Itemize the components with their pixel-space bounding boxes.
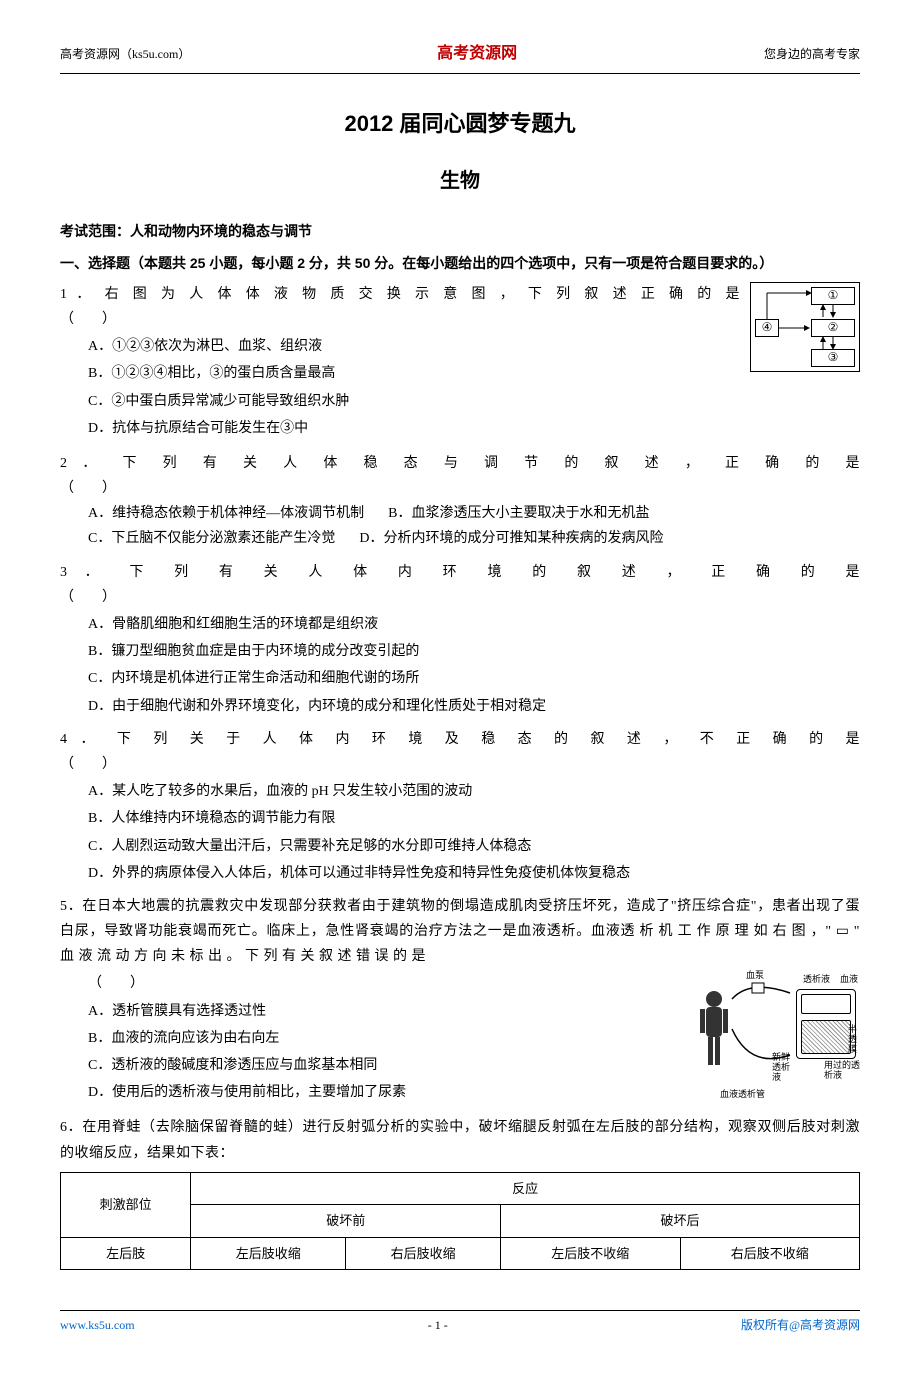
fig5-label-pump: 血泵 <box>746 971 764 981</box>
q2-option-a: A．维持稳态依赖于机体神经—体液调节机制 <box>88 501 364 526</box>
question-5: 5．在日本大地震的抗震救灾中发现部分获救者由于建筑物的倒塌造成肌肉受挤压坏死，造… <box>60 894 860 1108</box>
q6-row1-a2: 右后肢不收缩 <box>680 1237 859 1269</box>
q6-row1-b1: 左后肢收缩 <box>191 1237 346 1269</box>
q3-option-b: B．镰刀型细胞贫血症是由于内环境的成分改变引起的 <box>60 639 860 664</box>
q1-stem: 1 ． 右 图 为 人 体 体 液 物 质 交 换 示 意 图 ， 下 列 叙 … <box>60 282 860 307</box>
q4-option-b: B．人体维持内环境稳态的调节能力有限 <box>60 806 860 831</box>
page-header: 高考资源网（ks5u.com） 高考资源网 您身边的高考专家 <box>60 40 860 74</box>
q4-paren: （ ） <box>60 752 860 777</box>
fig5-label-fresh: 新鲜透析液 <box>772 1053 796 1083</box>
section-1-heading: 一、选择题（本题共 25 小题，每小题 2 分，共 50 分。在每小题给出的四个… <box>60 251 860 276</box>
fig5-label-tube: 血液透析管 <box>720 1090 765 1100</box>
fig5-label-fluid: 透析液 <box>803 975 830 985</box>
figure-q5: 血泵 透析液 血液 半透膜 新鲜透析液 用过的透析液 血液透析管 <box>690 969 860 1099</box>
question-4: 4 ． 下 列 关 于 人 体 内 环 境 及 稳 态 的 叙 述 ， 不 正 … <box>60 727 860 886</box>
q5-stem: 5．在日本大地震的抗震救灾中发现部分获救者由于建筑物的倒塌造成肌肉受挤压坏死，造… <box>60 894 860 970</box>
q1-paren: （ ） <box>60 307 860 332</box>
q3-paren: （ ） <box>60 585 860 610</box>
q1-option-c: C．②中蛋白质异常减少可能导致组织水肿 <box>60 389 860 414</box>
q4-option-d: D．外界的病原体侵入人体后，机体可以通过非特异性免疫和特异性免疫使机体恢复稳态 <box>60 861 860 886</box>
q2-stem: 2 ． 下 列 有 关 人 体 稳 态 与 调 节 的 叙 述 ， 正 确 的 … <box>60 451 860 476</box>
q3-option-c: C．内环境是机体进行正常生命活动和细胞代谢的场所 <box>60 666 860 691</box>
q6-th-after: 破坏后 <box>501 1205 860 1237</box>
q2-option-d: D．分析内环境的成分可推知某种疾病的发病风险 <box>359 526 663 551</box>
fig5-label-used: 用过的透析液 <box>824 1061 860 1081</box>
footer-left: www.ks5u.com <box>60 1315 135 1337</box>
q6-row1-b2: 右后肢收缩 <box>346 1237 501 1269</box>
question-6: 6．在用脊蛙（去除脑保留脊髓的蛙）进行反射弧分析的实验中，破坏缩腿反射弧在左后肢… <box>60 1115 860 1270</box>
footer-right: 版权所有@高考资源网 <box>741 1315 860 1337</box>
q1-option-b: B．①②③④相比，③的蛋白质含量最高 <box>60 361 860 386</box>
q4-option-a: A．某人吃了较多的水果后，血液的 pH 只发生较小范围的波动 <box>60 779 860 804</box>
q4-stem: 4 ． 下 列 关 于 人 体 内 环 境 及 稳 态 的 叙 述 ， 不 正 … <box>60 727 860 752</box>
header-center-logo: 高考资源网 <box>437 40 517 69</box>
question-1: ① ② ③ ④ 1 ． 右 图 为 人 体 体 液 物 质 交 换 示 意 图 … <box>60 282 860 443</box>
document-subject: 生物 <box>60 163 860 199</box>
fig5-label-blood: 血液 <box>840 975 858 985</box>
q6-row1-a1: 左后肢不收缩 <box>501 1237 680 1269</box>
q6-table: 刺激部位 反应 破坏前 破坏后 左后肢 左后肢收缩 右后肢收缩 左后肢不收缩 右… <box>60 1172 860 1270</box>
q4-option-c: C．人剧烈运动致大量出汗后，只需要补充足够的水分即可维持人体稳态 <box>60 834 860 859</box>
q6-row1-site: 左后肢 <box>61 1237 191 1269</box>
question-3: 3 ． 下 列 有 关 人 体 内 环 境 的 叙 述 ， 正 确 的 是 （ … <box>60 560 860 719</box>
q3-option-d: D．由于细胞代谢和外界环境变化，内环境的成分和理化性质处于相对稳定 <box>60 694 860 719</box>
question-2: 2 ． 下 列 有 关 人 体 稳 态 与 调 节 的 叙 述 ， 正 确 的 … <box>60 451 860 552</box>
q6-th-site: 刺激部位 <box>61 1172 191 1237</box>
q1-option-d: D．抗体与抗原结合可能发生在③中 <box>60 416 860 441</box>
fig1-label-1: ① <box>828 285 839 307</box>
q6-stem: 6．在用脊蛙（去除脑保留脊髓的蛙）进行反射弧分析的实验中，破坏缩腿反射弧在左后肢… <box>60 1115 860 1165</box>
q6-th-before: 破坏前 <box>191 1205 501 1237</box>
header-left: 高考资源网（ks5u.com） <box>60 44 190 66</box>
q1-option-a: A．①②③依次为淋巴、血浆、组织液 <box>60 334 860 359</box>
page-footer: www.ks5u.com - 1 - 版权所有@高考资源网 <box>60 1310 860 1337</box>
figure-q1: ① ② ③ ④ <box>750 282 860 372</box>
q2-paren: （ ） <box>60 476 860 501</box>
q3-stem: 3 ． 下 列 有 关 人 体 内 环 境 的 叙 述 ， 正 确 的 是 <box>60 560 860 585</box>
exam-scope: 考试范围：人和动物内环境的稳态与调节 <box>60 219 860 244</box>
q2-option-c: C．下丘脑不仅能分泌激素还能产生冷觉 <box>88 526 335 551</box>
fig1-label-2: ② <box>828 317 839 339</box>
fig1-label-4: ④ <box>762 317 773 339</box>
fig1-label-3: ③ <box>828 347 839 369</box>
document-title: 2012 届同心圆梦专题九 <box>60 104 860 144</box>
footer-page-number: - 1 - <box>428 1315 448 1337</box>
q6-th-response: 反应 <box>191 1172 860 1204</box>
fig5-label-membrane: 半透膜 <box>848 1025 860 1055</box>
q3-option-a: A．骨骼肌细胞和红细胞生活的环境都是组织液 <box>60 612 860 637</box>
q2-option-b: B．血浆渗透压大小主要取决于水和无机盐 <box>388 501 649 526</box>
header-right: 您身边的高考专家 <box>764 44 860 66</box>
